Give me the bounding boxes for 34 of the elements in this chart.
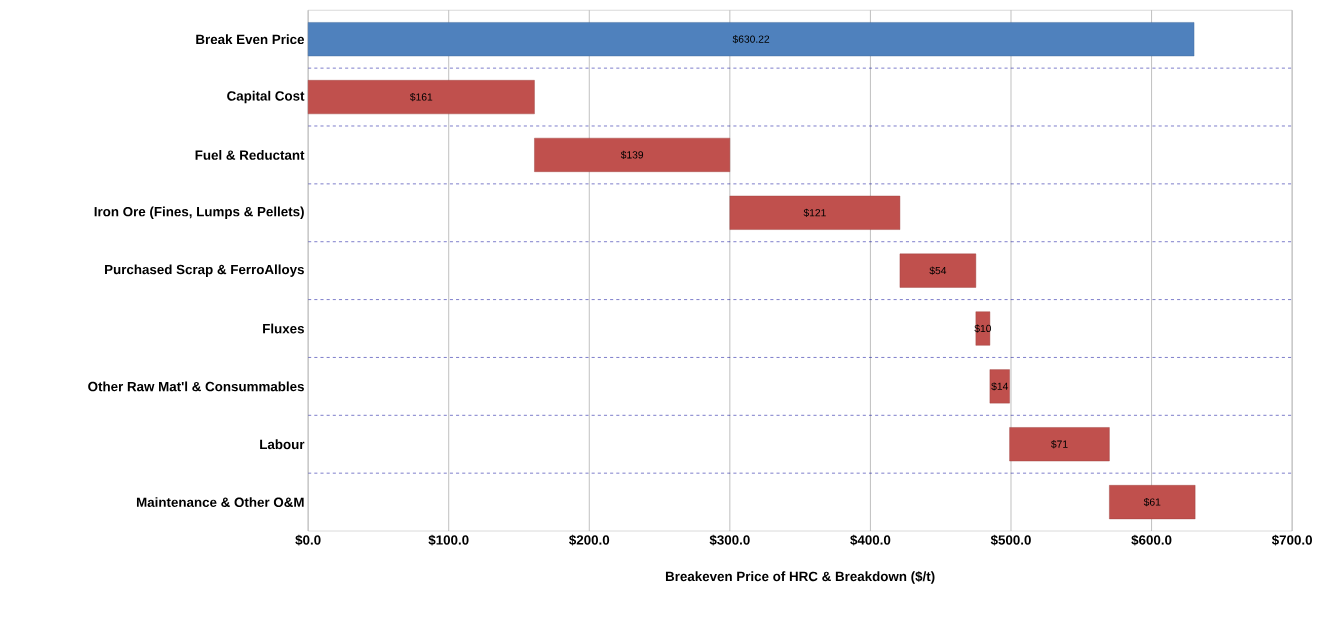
data-label: $139 xyxy=(620,150,644,160)
bar xyxy=(989,369,1010,404)
data-label: $54 xyxy=(929,266,947,275)
x-tick-label: $700.0 xyxy=(1271,534,1312,546)
x-tick-label: $600.0 xyxy=(1131,534,1172,546)
y-tick-label: Break Even Price xyxy=(196,34,305,45)
y-tick-label: Capital Cost xyxy=(227,90,305,104)
y-tick-label: Maintenance & Other O&M xyxy=(136,497,304,508)
x-tick-label: $500.0 xyxy=(990,534,1031,546)
data-label: $630.22 xyxy=(732,35,770,44)
bar xyxy=(534,138,731,173)
bar xyxy=(1009,427,1110,462)
y-tick-label: Iron Ore (Fines, Lumps & Pellets) xyxy=(94,206,304,220)
y-tick-label: Labour xyxy=(260,439,305,450)
data-label: $61 xyxy=(1143,498,1161,507)
bar xyxy=(729,195,901,230)
x-tick-label: $200.0 xyxy=(569,534,610,546)
data-label: $121 xyxy=(803,208,826,218)
y-tick-label: Fluxes xyxy=(263,323,304,334)
bar xyxy=(307,80,535,115)
x-tick-label: $0.0 xyxy=(295,534,321,546)
y-tick-label: Purchased Scrap & FerroAlloys xyxy=(105,264,304,277)
x-tick-label: $300.0 xyxy=(709,534,750,546)
x-axis-title: Breakeven Price of HRC & Breakdown ($/t) xyxy=(665,571,935,584)
data-label: $71 xyxy=(1051,440,1068,449)
y-tick-label: Other Raw Mat'l & Consummables xyxy=(88,381,304,392)
y-tick-label: Fuel & Reductant xyxy=(195,150,305,160)
data-label: $14 xyxy=(991,382,1009,391)
bar xyxy=(899,253,977,288)
x-tick-label: $400.0 xyxy=(850,534,891,546)
bar xyxy=(1109,485,1196,520)
bar xyxy=(307,22,1195,57)
x-tick-label: $100.0 xyxy=(428,534,469,546)
data-label: $161 xyxy=(409,93,433,102)
